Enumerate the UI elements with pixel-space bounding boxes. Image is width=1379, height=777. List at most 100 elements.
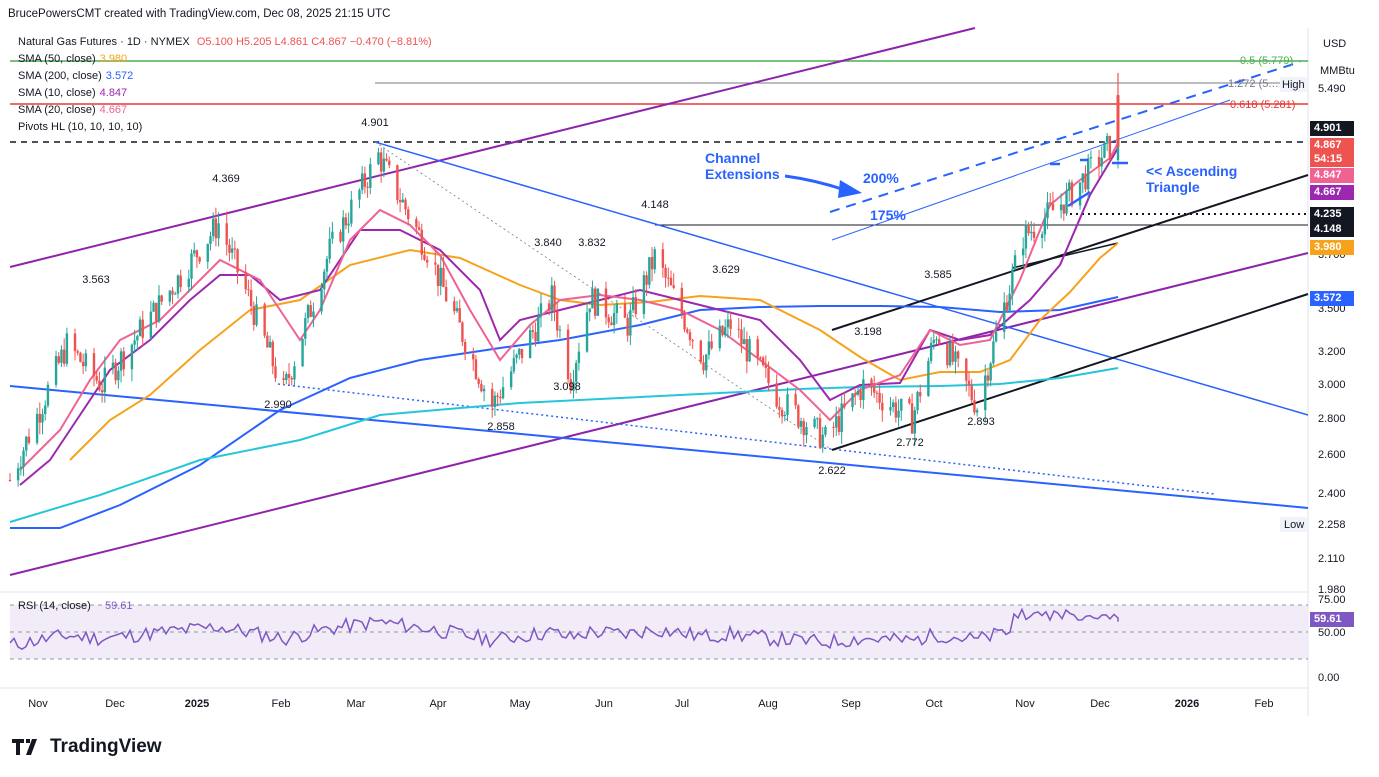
- candle-body: [935, 339, 938, 341]
- candle-body: [323, 271, 326, 290]
- candle-body: [631, 297, 635, 311]
- candle-body: [642, 275, 646, 314]
- time-tick-label: Nov: [1015, 698, 1035, 710]
- candle-body: [799, 421, 803, 427]
- candle-body: [404, 199, 407, 210]
- candle-body: [1100, 157, 1103, 167]
- candle-body: [745, 339, 749, 362]
- candle-body: [187, 278, 190, 288]
- pivot-label: 2.622: [818, 465, 846, 477]
- candle-body: [474, 359, 478, 380]
- candle-body: [1097, 157, 1101, 167]
- candle-body: [434, 262, 437, 265]
- candle-body: [1005, 302, 1009, 311]
- candle-body: [1027, 224, 1030, 234]
- time-tick-label: Mar: [347, 698, 366, 710]
- candle-body: [174, 293, 177, 295]
- candle-body: [1078, 182, 1082, 206]
- candle-body: [759, 357, 762, 359]
- candle-body: [612, 313, 616, 326]
- candle-body: [569, 379, 572, 391]
- price-tag: 59.61: [1310, 612, 1354, 627]
- price-tag: 54:15: [1310, 152, 1354, 167]
- candle-body: [1021, 248, 1025, 256]
- price-tick-label: 3.200: [1318, 346, 1346, 358]
- pivot-label: 4.369: [212, 173, 240, 185]
- high-label-bg: [1280, 77, 1308, 92]
- black-channel-upper: [831, 174, 1309, 331]
- candle-body: [1024, 224, 1028, 249]
- candle-body: [214, 218, 218, 239]
- candle-body: [721, 325, 724, 336]
- candle-body: [266, 335, 269, 348]
- candle-body: [938, 339, 941, 344]
- tradingview-logo[interactable]: TradingView: [12, 736, 162, 758]
- legend-pivots[interactable]: Pivots HL (10, 10, 10, 10): [18, 119, 432, 136]
- candle-body: [76, 351, 79, 353]
- candle-body: [661, 249, 665, 268]
- legend-symbol: Natural Gas Futures · 1D · NYMEX: [18, 36, 190, 48]
- candle-body: [38, 413, 41, 423]
- candle-body: [889, 407, 892, 411]
- annotation-ascending: << Ascending: [1146, 163, 1237, 179]
- candle-body: [252, 305, 256, 325]
- candle-body: [756, 339, 759, 358]
- candle-body: [970, 385, 973, 401]
- price-tick-label: 2.600: [1318, 449, 1346, 461]
- candle-body: [198, 257, 201, 262]
- candle-body: [726, 319, 730, 328]
- price-tag: 3.572: [1310, 291, 1354, 306]
- candle-body: [927, 360, 930, 397]
- candle-body: [870, 379, 873, 386]
- candle-body: [794, 394, 797, 406]
- pivot-label: 4.901: [361, 117, 389, 129]
- candle-body: [897, 410, 900, 418]
- candle-body: [718, 325, 721, 349]
- low-label: Low: [1284, 519, 1304, 531]
- legend-sma10[interactable]: SMA (10, close) 4.847: [18, 85, 432, 102]
- candle-body: [54, 356, 58, 385]
- candle-body: [193, 250, 196, 254]
- time-tick-label: Feb: [1255, 698, 1274, 710]
- candle-body: [41, 414, 44, 423]
- candle-body: [859, 391, 862, 400]
- time-tick-label: Sep: [841, 698, 861, 710]
- candle-body-last: [1116, 95, 1120, 147]
- candle-body: [932, 339, 935, 343]
- candle-body: [436, 264, 440, 287]
- candle-body: [737, 328, 740, 330]
- candle-body: [645, 275, 648, 285]
- legend-sma20[interactable]: SMA (20, close) 4.667: [18, 102, 432, 119]
- price-tag: 4.148: [1310, 222, 1354, 237]
- candle-body: [271, 341, 274, 367]
- candle-body: [767, 368, 770, 384]
- candle-body: [491, 388, 494, 407]
- candle-body: [748, 339, 751, 362]
- time-tick-label: Jun: [595, 698, 613, 710]
- legend-sma200[interactable]: SMA (200, close) 3.572: [18, 68, 432, 85]
- price-tick-label: 3.500: [1318, 303, 1346, 315]
- legend-sma50[interactable]: SMA (50, close) 3.980: [18, 51, 432, 68]
- candle-body: [832, 426, 835, 428]
- candle-body: [604, 288, 608, 318]
- candle-body: [136, 336, 139, 341]
- candle-body: [152, 302, 155, 312]
- candle-body: [875, 392, 879, 394]
- candle-body: [65, 333, 69, 364]
- candle-body: [672, 285, 675, 288]
- candle-body: [155, 302, 158, 322]
- candle-body: [423, 254, 426, 260]
- candle-body: [1030, 231, 1033, 234]
- candle-body: [463, 342, 467, 355]
- candle-body: [119, 351, 123, 371]
- candle-body: [111, 362, 115, 368]
- candle-body: [951, 342, 954, 362]
- axis-unit: MMBtu: [1320, 65, 1355, 77]
- candle-body: [268, 341, 272, 348]
- rsi-inline-value: 59.61: [105, 600, 133, 612]
- candle-body: [420, 229, 423, 255]
- candle-body: [274, 366, 277, 379]
- candle-body: [702, 362, 705, 371]
- candle-body: [615, 303, 619, 314]
